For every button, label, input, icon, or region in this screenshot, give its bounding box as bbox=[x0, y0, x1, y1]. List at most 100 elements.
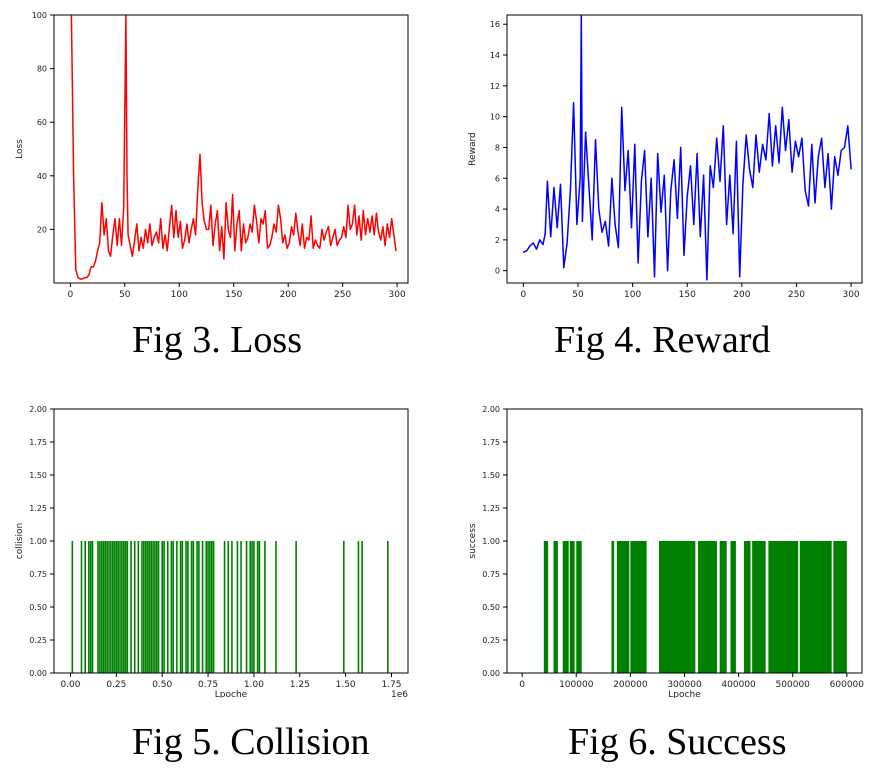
collision-y-tick-label: 1.50 bbox=[29, 471, 47, 480]
reward-data-point bbox=[804, 190, 806, 192]
loss-data-point bbox=[282, 242, 284, 244]
loss-data-point bbox=[375, 212, 377, 214]
reward-y-tick-label: 8 bbox=[495, 143, 500, 152]
loss-data-point bbox=[360, 239, 362, 241]
success-x-tick-label: 500000 bbox=[776, 680, 811, 690]
loss-data-point bbox=[351, 223, 353, 225]
loss-data-point bbox=[393, 234, 395, 236]
caption-success: Fig 6. Success bbox=[568, 721, 787, 763]
reward-y-tick-label: 4 bbox=[495, 205, 500, 214]
loss-x-tick-label: 250 bbox=[334, 290, 351, 300]
success-bar-cluster bbox=[576, 541, 582, 673]
collision-x-offset-label: 1e6 bbox=[391, 690, 408, 698]
loss-data-point bbox=[201, 202, 203, 204]
reward-data-point bbox=[696, 153, 698, 155]
success-bar-cluster bbox=[630, 541, 647, 673]
loss-data-point bbox=[171, 204, 173, 206]
loss-data-point bbox=[205, 228, 208, 230]
collision-plot-area bbox=[71, 541, 389, 673]
reward-data-point bbox=[827, 153, 829, 155]
loss-data-point bbox=[286, 247, 288, 249]
reward-data-point bbox=[843, 146, 846, 149]
reward-data-point bbox=[837, 174, 839, 176]
loss-data-point bbox=[323, 239, 325, 241]
reward-data-point bbox=[771, 165, 773, 167]
reward-data-point bbox=[811, 143, 813, 145]
reward-data-point bbox=[735, 140, 737, 142]
reward-data-point bbox=[657, 153, 659, 155]
loss-data-point bbox=[147, 242, 149, 244]
loss-data-point bbox=[177, 236, 179, 238]
reward-data-point bbox=[739, 276, 741, 278]
reward-y-axis-label: Reward bbox=[468, 132, 478, 166]
reward-data-point bbox=[621, 106, 623, 108]
reward-data-point bbox=[784, 149, 787, 152]
reward-data-point bbox=[716, 137, 718, 139]
loss-data-point bbox=[242, 223, 245, 225]
success-chart: 0 100000 200000 300000 400000 500000 600000 0.0… bbox=[468, 405, 865, 700]
reward-data-point bbox=[604, 220, 606, 222]
collision-x-tick-label: 0.50 bbox=[152, 680, 172, 690]
loss-data-point bbox=[140, 236, 142, 238]
collision-x-axis-label: Lpoche bbox=[215, 690, 248, 698]
success-bar-cluster bbox=[698, 541, 717, 673]
collision-x-tick-label: 0.75 bbox=[198, 680, 218, 690]
reward-data-point bbox=[676, 217, 678, 219]
loss-data-point bbox=[327, 226, 330, 228]
caption-collision: Fig 5. Collision bbox=[132, 721, 370, 763]
loss-data-point bbox=[225, 202, 227, 204]
loss-data-point bbox=[81, 278, 83, 280]
reward-y-tick-label: 0 bbox=[495, 267, 500, 276]
reward-data-point bbox=[539, 239, 541, 241]
reward-data-point bbox=[752, 186, 754, 189]
reward-data-point bbox=[768, 113, 770, 115]
reward-x-tick-label: 0 bbox=[521, 290, 527, 300]
loss-data-point bbox=[179, 220, 181, 222]
success-x-tick-label: 600000 bbox=[830, 680, 865, 690]
collision-x-tick-label: 1.50 bbox=[336, 680, 356, 690]
loss-y-tick-label: 20 bbox=[37, 225, 47, 234]
reward-data-point bbox=[617, 247, 619, 249]
reward-data-point bbox=[817, 156, 819, 158]
reward-x-tick-label: 50 bbox=[572, 290, 584, 300]
collision-chart: 0.00 0.25 0.50 0.75 1.00 1.25 1.50 1.75 0.00 0.25… bbox=[15, 405, 409, 700]
loss-data-point bbox=[101, 202, 103, 204]
reward-data-point bbox=[758, 171, 760, 173]
reward-data-point bbox=[576, 223, 578, 226]
loss-data-point bbox=[114, 218, 116, 220]
reward-data-point bbox=[726, 223, 728, 226]
success-bar-cluster bbox=[719, 541, 727, 673]
reward-data-point bbox=[712, 186, 714, 189]
loss-data-point bbox=[212, 244, 214, 247]
loss-data-point bbox=[356, 234, 358, 236]
collision-x-tick-label: 0.25 bbox=[106, 680, 126, 690]
reward-data-point bbox=[644, 149, 646, 152]
reward-chart: 0501001502002503000246810121416LpocheRew… bbox=[468, 14, 863, 310]
loss-data-point bbox=[94, 261, 96, 263]
loss-data-point bbox=[378, 231, 380, 233]
reward-x-tick-label: 300 bbox=[842, 290, 859, 300]
reward-data-point bbox=[598, 208, 600, 210]
reward-data-point bbox=[611, 177, 613, 179]
loss-data-point bbox=[120, 244, 123, 247]
loss-data-point bbox=[380, 239, 382, 241]
reward-data-point bbox=[529, 245, 531, 247]
loss-data-point bbox=[188, 242, 190, 244]
reward-data-point bbox=[834, 156, 836, 158]
collision-y-tick-label: 0.50 bbox=[29, 603, 47, 612]
reward-data-point bbox=[585, 131, 587, 133]
reward-data-point bbox=[614, 223, 616, 226]
loss-data-point bbox=[306, 236, 308, 238]
loss-x-tick-label: 300 bbox=[389, 290, 406, 300]
reward-data-point bbox=[579, 177, 581, 179]
reward-data-point bbox=[581, 220, 583, 222]
loss-data-point bbox=[273, 223, 275, 225]
reward-y-tick-label: 2 bbox=[495, 236, 500, 245]
success-bar-cluster bbox=[611, 541, 615, 673]
success-bar-cluster bbox=[744, 541, 751, 673]
loss-data-point bbox=[293, 234, 295, 236]
success-y-tick-label: 0.50 bbox=[482, 603, 500, 612]
collision-y-tick-label: 0.75 bbox=[29, 570, 47, 579]
loss-data-point bbox=[367, 218, 369, 220]
reward-data-point bbox=[544, 233, 546, 235]
